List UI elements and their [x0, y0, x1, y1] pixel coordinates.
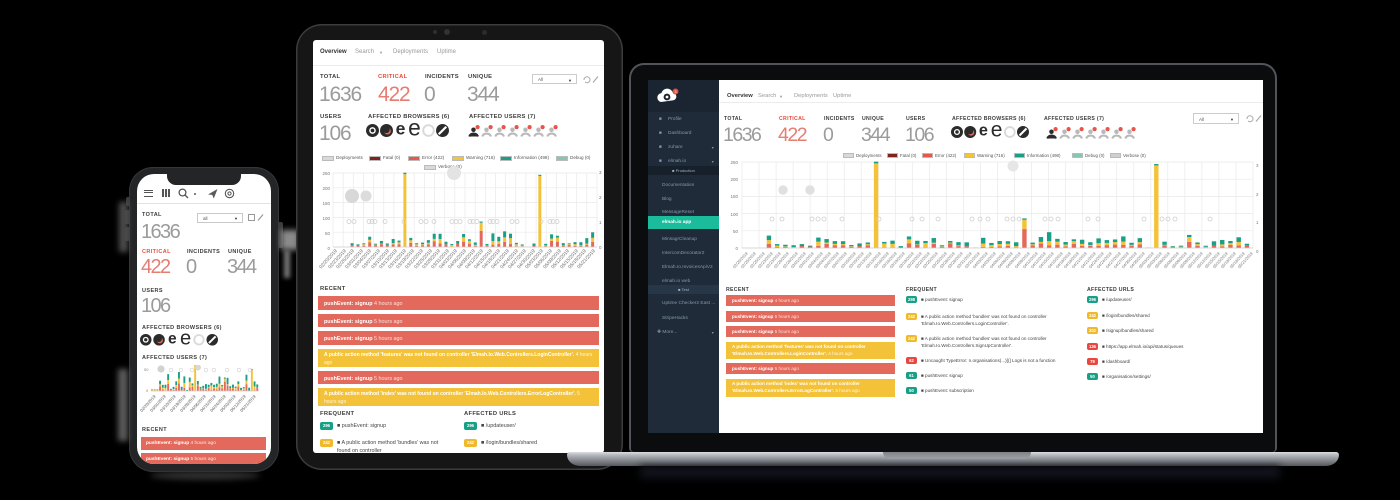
svg-text:e: e: [396, 119, 406, 139]
svg-text:3: 3: [674, 89, 677, 94]
svg-text:e: e: [168, 330, 177, 347]
svg-text:e: e: [180, 327, 191, 349]
svg-text:e: e: [408, 115, 421, 141]
svg-text:e: e: [991, 119, 1003, 142]
svg-text:e: e: [979, 122, 988, 140]
